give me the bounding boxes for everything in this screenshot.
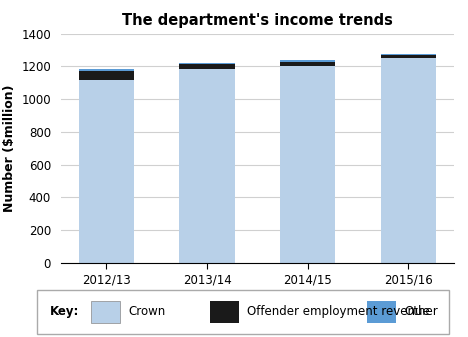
Bar — [179, 69, 235, 263]
FancyBboxPatch shape — [211, 301, 239, 323]
Bar — [280, 66, 336, 263]
Bar — [79, 69, 134, 71]
FancyBboxPatch shape — [91, 301, 120, 323]
Text: Other: Other — [404, 305, 438, 318]
Text: Crown: Crown — [128, 305, 165, 318]
FancyBboxPatch shape — [367, 301, 396, 323]
Bar — [381, 55, 436, 58]
X-axis label: Financial year: Financial year — [208, 292, 307, 305]
Text: Offender employment revenue: Offender employment revenue — [248, 305, 430, 318]
Bar — [79, 80, 134, 263]
Y-axis label: Number ($million): Number ($million) — [3, 85, 16, 212]
Bar — [381, 54, 436, 55]
Bar — [79, 71, 134, 80]
FancyBboxPatch shape — [37, 290, 449, 334]
Bar — [280, 62, 336, 66]
Bar — [179, 63, 235, 64]
Text: Key:: Key: — [50, 305, 79, 318]
Bar — [179, 64, 235, 69]
Bar — [280, 60, 336, 62]
Bar — [381, 58, 436, 263]
Title: The department's income trends: The department's income trends — [122, 13, 393, 28]
